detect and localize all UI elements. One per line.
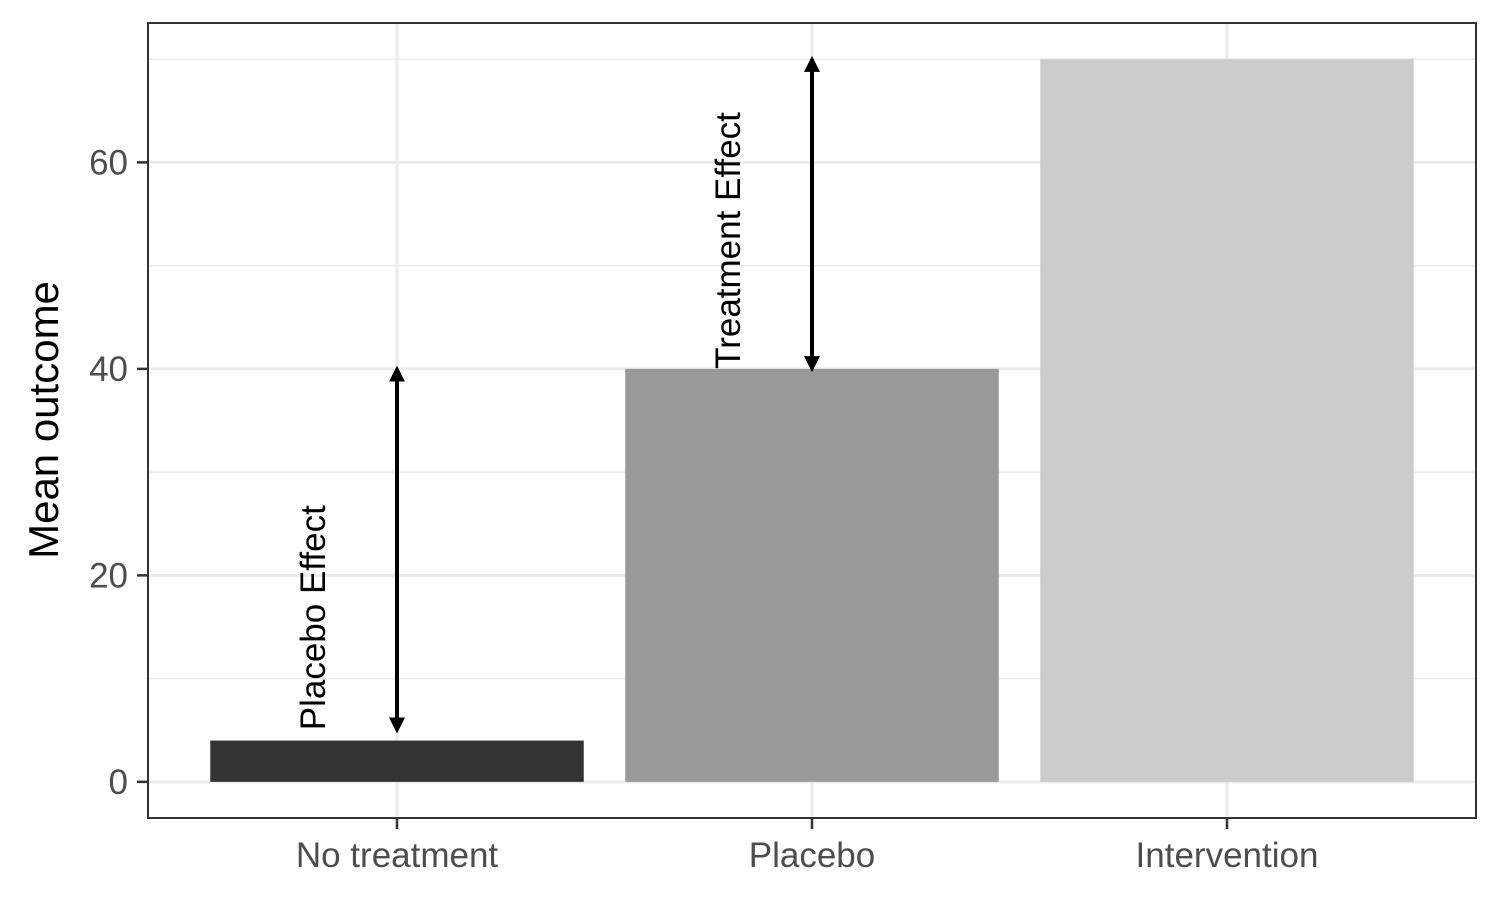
annotation-group: Placebo Effect Treatment Effect bbox=[294, 55, 820, 734]
x-tick-label: Placebo bbox=[749, 836, 875, 875]
bar-intervention bbox=[1040, 59, 1414, 782]
y-axis-title: Mean outcome bbox=[20, 281, 67, 559]
y-tick-label: 60 bbox=[89, 143, 128, 182]
x-tick-label: No treatment bbox=[296, 836, 499, 875]
x-tick-label: Intervention bbox=[1136, 836, 1319, 875]
axis-group: 0 20 40 60 No treatment Placebo Intervention bbox=[89, 143, 1318, 875]
y-tick-label: 40 bbox=[89, 350, 128, 389]
y-tick-label: 20 bbox=[89, 556, 128, 595]
y-tick-label: 0 bbox=[109, 763, 128, 802]
bar-group bbox=[210, 59, 1414, 782]
annotation-label: Treatment Effect bbox=[709, 112, 748, 369]
annotation-label: Placebo Effect bbox=[294, 505, 333, 730]
bar-no-treatment bbox=[210, 740, 584, 782]
bar-placebo bbox=[625, 368, 999, 782]
